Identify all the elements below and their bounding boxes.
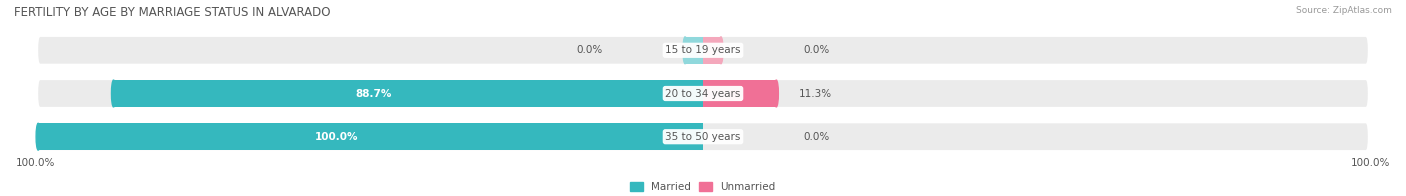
Text: 20 to 34 years: 20 to 34 years [665, 89, 741, 99]
Circle shape [111, 80, 115, 107]
Text: FERTILITY BY AGE BY MARRIAGE STATUS IN ALVARADO: FERTILITY BY AGE BY MARRIAGE STATUS IN A… [14, 6, 330, 19]
Text: 35 to 50 years: 35 to 50 years [665, 132, 741, 142]
Text: 15 to 19 years: 15 to 19 years [665, 45, 741, 55]
Bar [703, 37, 721, 64]
Text: Source: ZipAtlas.com: Source: ZipAtlas.com [1296, 6, 1392, 15]
Circle shape [718, 37, 723, 64]
FancyBboxPatch shape [38, 123, 1368, 150]
Circle shape [37, 123, 41, 150]
Circle shape [683, 37, 688, 64]
FancyBboxPatch shape [38, 37, 1368, 64]
FancyBboxPatch shape [38, 80, 1368, 107]
Text: 0.0%: 0.0% [803, 132, 830, 142]
Text: 100.0%: 100.0% [1351, 159, 1391, 169]
Text: 88.7%: 88.7% [356, 89, 392, 99]
Bar [685, 37, 703, 64]
Text: 100.0%: 100.0% [15, 159, 55, 169]
Text: 100.0%: 100.0% [315, 132, 359, 142]
Bar [38, 123, 703, 150]
Bar [114, 80, 703, 107]
Text: 11.3%: 11.3% [799, 89, 831, 99]
Bar [703, 80, 776, 107]
Legend: Married, Unmarried: Married, Unmarried [626, 178, 780, 196]
Text: 0.0%: 0.0% [576, 45, 603, 55]
Text: 0.0%: 0.0% [803, 45, 830, 55]
Circle shape [775, 80, 779, 107]
